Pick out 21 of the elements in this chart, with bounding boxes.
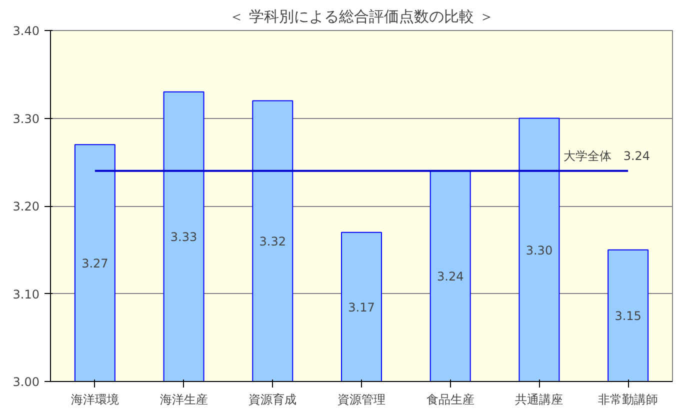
y-tick-label: 3.40: [12, 24, 40, 38]
y-tick-label: 3.20: [12, 200, 40, 214]
x-tick-label: 海洋環境: [70, 392, 119, 406]
x-tick-label: 食品生産: [426, 392, 474, 406]
data-label: 3.24: [437, 270, 464, 284]
x-tick-label: 非常勤講師: [598, 392, 658, 406]
chart-title: ＜ 学科別による総合評価点数の比較 ＞: [229, 8, 494, 26]
ref-line-label: 大学全体 3.24: [563, 148, 650, 163]
x-tick-label: 資源育成: [248, 392, 297, 406]
data-label: 3.17: [348, 300, 375, 314]
y-tick-label: 3.30: [12, 112, 40, 126]
data-label: 3.32: [259, 234, 286, 249]
x-tick-label: 共通講座: [515, 392, 564, 406]
y-tick-label: 3.10: [12, 287, 40, 302]
data-label: 3.15: [614, 309, 642, 324]
data-label: 3.33: [170, 230, 198, 244]
x-tick-label: 資源管理: [338, 392, 386, 406]
y-tick-label: 3.00: [12, 375, 40, 389]
data-label: 3.27: [82, 256, 108, 271]
data-label: 3.30: [526, 243, 553, 258]
x-tick-label: 海洋生産: [160, 392, 208, 406]
